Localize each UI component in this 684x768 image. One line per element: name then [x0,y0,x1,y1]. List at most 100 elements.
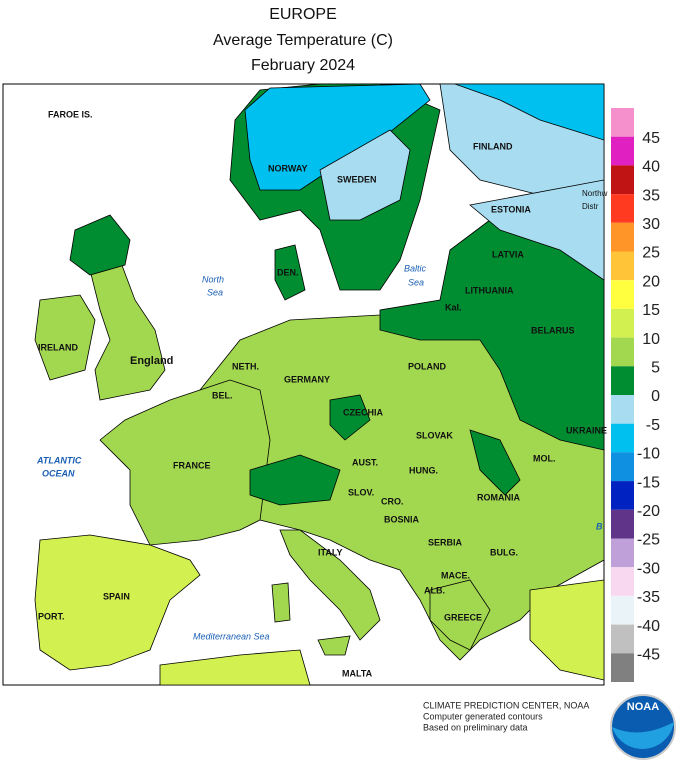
legend-swatch [611,624,634,654]
map-label: BELARUS [531,325,575,335]
land [429,579,491,651]
land [279,529,381,641]
contour [249,454,341,506]
legend-swatch [611,165,634,195]
map-label: NETH. [232,361,259,371]
map-label: Northw [582,189,608,198]
map-label: SLOV. [348,487,374,497]
sea-label: Sea [408,277,424,287]
legend-swatch [611,222,634,252]
legend-swatch [611,509,634,539]
legend-label: -10 [637,446,660,463]
legend-swatch [611,481,634,510]
legend: 45 40 35 30 25 20 15 10 5 0 -5 -10 -15 -20 -25 -30 -35 -4… [611,108,660,682]
land [159,649,311,685]
sea-label: ATLANTIC [36,455,82,465]
legend-swatch [611,423,634,453]
land [379,219,604,451]
legend-label: -15 [637,474,660,491]
map-label: FRANCE [173,460,211,470]
land [34,294,96,381]
sea-label: B [596,521,603,531]
credit: Computer generated contours [423,711,543,721]
map-label: POLAND [408,361,447,371]
legend-swatch [611,280,634,309]
logo-text: NOAA [627,701,659,713]
land [271,582,291,623]
legend-swatch [611,366,634,395]
legend-label: 20 [642,273,660,290]
land [34,534,201,671]
sea-label: Mediterranean Sea [193,631,270,641]
legend-swatch [611,308,634,338]
contour [329,394,371,441]
legend-label: -25 [637,532,660,549]
land [99,379,271,546]
map-label: ITALY [318,547,343,557]
legend-label: -5 [646,417,660,434]
map-label: LITHUANIA [465,285,514,295]
credit: CLIMATE PREDICTION CENTER, NOAA [423,700,589,710]
subtitle: Average Temperature (C) [213,32,393,49]
legend-label: 0 [651,388,660,405]
title: EUROPE [269,6,337,23]
legend-label: -45 [637,647,660,664]
map-label: BEL. [212,390,233,400]
land [317,635,351,656]
sea-label: Baltic [404,263,427,273]
legend-swatch [611,395,634,424]
land [319,129,411,221]
map-label: England [130,355,173,367]
legend-swatch [611,567,634,596]
map-label: IRELAND [38,342,78,352]
legend-swatch [611,136,634,166]
legend-label: 15 [642,302,660,319]
map-label: SERBIA [428,537,463,547]
legend-swatch [611,337,634,367]
legend-swatch [611,194,634,223]
legend-label: 35 [642,187,660,204]
map-label: DEN. [277,267,299,277]
map-label: NORWAY [268,163,308,173]
map-label: MOL. [533,453,556,463]
legend-label: 45 [642,130,660,147]
legend-label: 25 [642,245,660,262]
legend-swatch [611,108,634,137]
map-label: FINLAND [473,141,513,151]
map: FAROE IS. NORWAY SWEDEN FINLAND ESTONIA … [2,83,608,686]
map-label: HUNG. [409,465,438,475]
land [274,244,306,301]
legend-swatch [611,452,634,482]
map-label: GREECE [444,612,482,622]
noaa-logo: NOAA [610,694,676,760]
map-label: LATVIA [492,249,524,259]
map-label: ROMANIA [477,492,520,502]
map-label: SWEDEN [337,174,377,184]
map-label: Kal. [445,302,462,312]
map-label: MACE. [441,570,470,580]
legend-label: 5 [651,360,660,377]
land [454,84,604,141]
legend-swatch [611,251,634,281]
map-label: UKRAINE [566,425,607,435]
period: February 2024 [251,57,355,74]
legend-label: 40 [642,159,660,176]
sea-label: North [202,274,224,284]
legend-label: -40 [637,618,660,635]
credit: Based on preliminary data [423,722,528,732]
map-label: SPAIN [103,591,130,601]
map-label: BOSNIA [384,514,420,524]
legend-label: 30 [642,216,660,233]
legend-label: -20 [637,503,660,520]
land [69,214,131,276]
map-label: SLOVAK [416,430,453,440]
legend-swatch [611,653,634,682]
map-label: Distr [582,202,599,211]
map-label: AUST. [352,457,378,467]
map-label: GERMANY [284,374,330,384]
legend-label: -30 [637,560,660,577]
contour [469,429,521,496]
map-label: PORT. [38,611,65,621]
legend-swatch [611,595,634,625]
